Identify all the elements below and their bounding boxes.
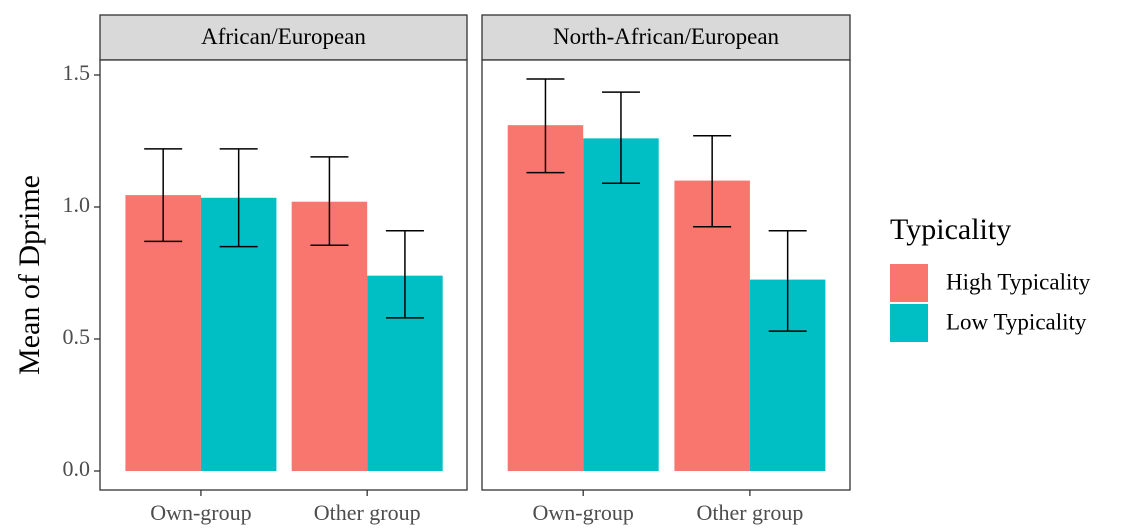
legend-swatch-high-typicality bbox=[890, 264, 928, 302]
y-tick-label: 0.0 bbox=[63, 456, 91, 481]
strip-label: African/European bbox=[201, 24, 366, 49]
legend-title: Typicality bbox=[890, 213, 1011, 246]
error-bar bbox=[219, 148, 258, 248]
y-tick-label: 1.0 bbox=[63, 192, 91, 217]
panel-1: African/European Own-group Other group bbox=[99, 14, 468, 525]
bar-high-typicality-own-group bbox=[507, 125, 584, 471]
bar-high-typicality-other-group bbox=[291, 201, 368, 471]
x-tick-label: Own-group bbox=[150, 500, 251, 525]
panel-2: North-African/European Own-group Other gro… bbox=[481, 14, 851, 525]
y-axis: 0.0 0.5 1.0 1.5 bbox=[63, 60, 100, 481]
error-bar bbox=[601, 91, 640, 184]
panel-border bbox=[481, 59, 851, 491]
legend: Typicality High Typicality Low Typicality bbox=[890, 213, 1091, 342]
legend-label: High Typicality bbox=[946, 269, 1091, 294]
error-bar bbox=[385, 230, 424, 319]
legend-label: Low Typicality bbox=[946, 309, 1087, 334]
strip-background bbox=[99, 14, 468, 61]
error-bar bbox=[526, 78, 565, 174]
error-bar bbox=[144, 148, 183, 243]
strip-label: North-African/European bbox=[553, 24, 780, 49]
bar-high-typicality-other-group bbox=[674, 180, 750, 471]
error-bar bbox=[768, 230, 807, 332]
error-bar bbox=[310, 156, 349, 247]
y-tick-label: 1.5 bbox=[63, 60, 91, 85]
legend-swatch-low-typicality bbox=[890, 304, 928, 342]
x-tick-label: Other group bbox=[314, 500, 421, 525]
panel-border bbox=[99, 59, 468, 491]
bar-low-typicality-own-group bbox=[583, 138, 659, 472]
x-tick-label: Own-group bbox=[532, 500, 633, 525]
x-tick-label: Other group bbox=[696, 500, 803, 525]
error-bar bbox=[693, 134, 732, 228]
y-axis-label: Mean of Dprime bbox=[13, 175, 46, 375]
y-tick-label: 0.5 bbox=[63, 324, 91, 349]
